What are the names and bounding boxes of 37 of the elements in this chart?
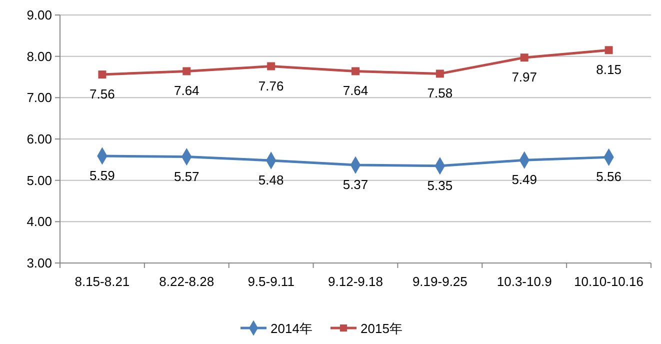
data-label: 5.59 — [90, 168, 115, 183]
legend-label: 2015年 — [360, 321, 402, 336]
data-label: 5.49 — [512, 172, 538, 188]
data-label: 7.97 — [512, 70, 538, 85]
data-label: 8.15 — [596, 62, 622, 78]
x-tick-label: 9.19-9.25 — [412, 274, 468, 289]
x-tick-label: 10.10-10.16 — [574, 274, 644, 289]
x-tick-label: 9.12-9.18 — [328, 274, 383, 289]
y-tick-label: 5.00 — [26, 172, 52, 188]
data-label: 7.64 — [174, 83, 200, 98]
data-label: 5.35 — [427, 178, 453, 193]
data-label: 7.76 — [258, 78, 284, 94]
point — [436, 70, 444, 78]
data-label: 5.56 — [596, 169, 622, 184]
legend-label: 2014年 — [270, 321, 312, 336]
x-tick-label: 9.5-9.11 — [248, 274, 294, 289]
data-label: 7.64 — [342, 83, 368, 98]
point — [604, 46, 613, 54]
y-tick-label: 8.00 — [26, 48, 52, 64]
data-label: 7.56 — [90, 86, 115, 102]
x-tick-label: 10.3-10.9 — [496, 274, 552, 289]
data-label: 5.48 — [258, 172, 284, 188]
y-tick-label: 9.00 — [26, 8, 52, 22]
y-tick-label: 7.00 — [26, 90, 52, 106]
data-label: 5.37 — [342, 177, 368, 192]
point — [98, 70, 106, 79]
y-tick-label: 3.00 — [26, 256, 52, 270]
x-tick-label: 8.22-8.28 — [159, 274, 214, 289]
y-tick-label: 4.00 — [26, 214, 52, 230]
point — [267, 62, 276, 70]
point — [520, 54, 528, 62]
point — [352, 67, 360, 76]
data-label: 7.58 — [427, 86, 453, 101]
data-label: 5.57 — [174, 168, 200, 184]
x-tick-label: 8.15-8.21 — [74, 274, 130, 289]
y-tick-label: 6.00 — [26, 132, 52, 146]
point — [182, 67, 191, 76]
